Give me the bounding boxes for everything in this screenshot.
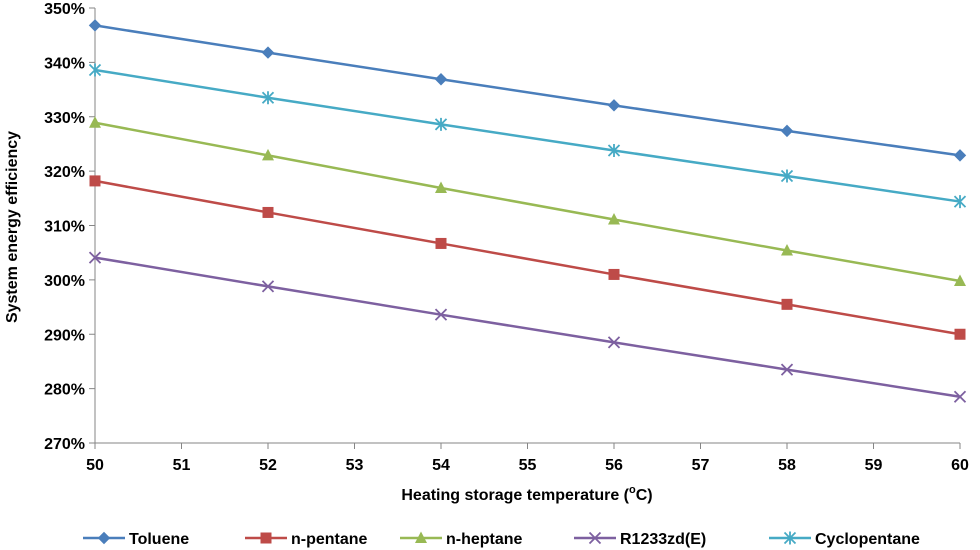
data-point-n-heptane [89, 116, 101, 128]
data-point-cyclopentane [780, 169, 794, 183]
data-point-cyclopentane [261, 91, 275, 105]
y-tick-label: 340% [44, 55, 85, 72]
data-point-cyclopentane [607, 143, 621, 157]
y-tick-label: 330% [44, 110, 85, 127]
data-point-cyclopentane [953, 195, 967, 209]
y-tick-label: 290% [44, 327, 85, 344]
data-point-cyclopentane [88, 63, 102, 77]
data-point-n-pentane [262, 206, 274, 218]
data-point-toluene [780, 124, 794, 138]
data-point-n-pentane [608, 268, 620, 280]
data-point-n-heptane [262, 148, 274, 161]
series-n-heptane [89, 116, 966, 286]
legend-marker-n-heptane [415, 531, 427, 543]
series-line-r1233zd-e [94, 256, 961, 399]
x-axis-title-main: Heating storage temperature ( [401, 487, 629, 504]
y-tick-label: 270% [44, 436, 85, 453]
legend-marker-toluene [97, 531, 111, 545]
x-tick-label: 57 [692, 457, 710, 474]
data-point-r1233zd-e [953, 390, 967, 403]
x-tick-label: 60 [951, 457, 969, 474]
data-point-toluene [953, 149, 967, 162]
data-point-toluene [88, 19, 102, 32]
data-point-n-pentane [435, 237, 447, 249]
legend-item-toluene: Toluene [83, 531, 189, 548]
legend-marker-r1233zd-e [588, 531, 602, 545]
series-toluene [88, 19, 967, 162]
series-r1233zd-e [88, 251, 967, 403]
legend-label-cyclopentane: Cyclopentane [815, 531, 920, 548]
data-point-n-heptane [781, 244, 793, 256]
axes: 270% 280% 290% 300% 310% 320% 330% 340% 350% 50 51… [44, 1, 969, 474]
x-tick-label: 53 [346, 457, 364, 474]
x-tick-label: 59 [865, 457, 883, 474]
x-tick-label: 56 [605, 457, 623, 474]
legend-marker-n-pentane [260, 532, 272, 544]
legend-marker-cyclopentane [783, 531, 797, 545]
x-tick-label: 51 [173, 457, 191, 474]
legend: Toluene n-pentane n-heptane R1233zd(E) Cyclo… [83, 531, 920, 548]
series-line-n-pentane [94, 179, 961, 336]
y-tick-label: 320% [44, 164, 85, 181]
series-line-cyclopentane [94, 68, 961, 203]
y-tick-label: 310% [44, 219, 85, 236]
legend-item-n-pentane: n-pentane [245, 531, 368, 548]
legend-item-cyclopentane: Cyclopentane [769, 531, 920, 548]
y-tick-label: 300% [44, 273, 85, 290]
legend-label-toluene: Toluene [129, 531, 189, 548]
data-point-r1233zd-e [607, 336, 621, 349]
data-point-cyclopentane [434, 117, 448, 131]
data-point-n-pentane [89, 175, 101, 187]
data-point-toluene [261, 46, 275, 59]
data-point-n-heptane [435, 181, 447, 193]
legend-item-r1233zd-e: R1233zd(E) [574, 531, 706, 548]
series-layer [88, 19, 967, 403]
x-tick-label: 50 [86, 457, 104, 474]
series-line-toluene [94, 24, 961, 157]
series-line-n-heptane [94, 121, 961, 283]
x-tick-label: 55 [519, 457, 537, 474]
y-tick-label: 350% [44, 1, 85, 18]
series-cyclopentane [88, 63, 967, 209]
legend-label-r1233zd-e: R1233zd(E) [620, 531, 706, 548]
series-n-pentane [89, 175, 966, 340]
legend-label-n-heptane: n-heptane [446, 531, 523, 548]
data-point-toluene [434, 73, 448, 86]
data-point-r1233zd-e [88, 251, 102, 264]
x-axis-title-superscript: o [629, 484, 636, 496]
data-point-r1233zd-e [780, 363, 794, 376]
data-point-r1233zd-e [434, 308, 448, 321]
x-tick-label: 58 [778, 457, 796, 474]
legend-label-n-pentane: n-pentane [291, 531, 368, 548]
data-point-r1233zd-e [261, 280, 275, 293]
legend-item-n-heptane: n-heptane [400, 531, 523, 548]
x-tick-label: 54 [432, 457, 450, 474]
data-point-n-pentane [954, 328, 966, 340]
data-point-n-heptane [608, 213, 620, 225]
y-axis-title: System energy efficiency [4, 131, 21, 323]
data-point-n-pentane [781, 298, 793, 310]
data-point-n-heptane [954, 274, 966, 286]
data-point-toluene [607, 99, 621, 112]
y-tick-label: 280% [44, 382, 85, 399]
x-axis-title-end: C) [636, 487, 653, 504]
x-axis-title: Heating storage temperature (oC) [401, 484, 652, 504]
x-tick-label: 52 [259, 457, 277, 474]
